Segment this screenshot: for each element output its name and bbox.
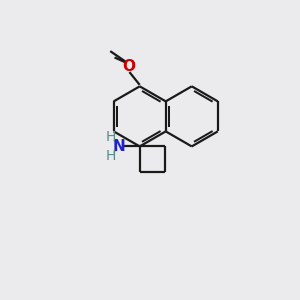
Text: N: N <box>113 139 125 154</box>
Text: H: H <box>106 148 116 163</box>
Text: H: H <box>106 130 116 144</box>
Text: O: O <box>122 59 135 74</box>
